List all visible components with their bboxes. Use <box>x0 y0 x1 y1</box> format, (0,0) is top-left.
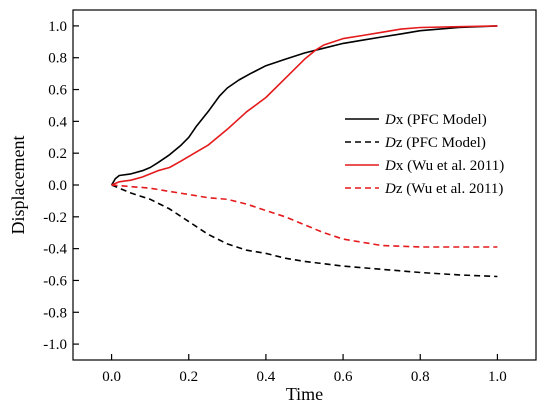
legend-label-4: Dz (Wu et al. 2011) <box>384 181 503 197</box>
legend-label-1: Dx (PFC Model) <box>384 112 487 128</box>
x-tick-label: 0.6 <box>334 369 353 385</box>
y-tick-label: -0.4 <box>43 242 67 258</box>
y-tick-label: -0.8 <box>43 305 67 321</box>
y-tick-label: 0.8 <box>48 51 67 67</box>
series-line-3 <box>111 25 498 186</box>
y-tick-label: -1.0 <box>43 337 67 353</box>
y-axis-ticks: 1.0 0.8 0.6 0.4 0.2 0.0 -0.2 -0.4 -0.6 -0.8 -1.0 <box>43 19 79 353</box>
series-layer <box>110 25 498 278</box>
y-tick-label: 1.0 <box>48 19 67 35</box>
legend: Dx (PFC Model) Dz (PFC Model) Dx (Wu et al… <box>345 112 504 197</box>
x-tick-label: 1.0 <box>488 369 507 385</box>
x-tick-label: 0.2 <box>179 369 198 385</box>
y-tick-label: -0.2 <box>43 210 67 226</box>
series-line-4 <box>111 184 498 248</box>
legend-label-2: Dz (PFC Model) <box>384 135 486 151</box>
y-tick-label: 0.0 <box>48 178 67 194</box>
x-tick-label: 0.4 <box>257 369 276 385</box>
x-axis-title: Time <box>286 384 323 404</box>
x-axis-ticks: 0.0 0.2 0.4 0.6 0.8 1.0 <box>102 354 507 385</box>
series-line-2 <box>111 184 498 278</box>
y-tick-label: 0.6 <box>48 83 67 99</box>
x-tick-label: 0.8 <box>411 369 430 385</box>
x-tick-label: 0.0 <box>102 369 121 385</box>
y-axis-title: Displacement <box>8 136 28 235</box>
y-tick-label: 0.2 <box>48 146 67 162</box>
legend-label-3: Dx (Wu et al. 2011) <box>384 158 504 174</box>
y-tick-label: -0.6 <box>43 273 67 289</box>
plot-area: 0.0 0.2 0.4 0.6 0.8 1.0 1.0 0.8 0.6 0.4 0.2 0.0 -0.… <box>43 9 537 385</box>
series-line-1 <box>110 25 498 186</box>
y-tick-label: 0.4 <box>48 114 67 130</box>
